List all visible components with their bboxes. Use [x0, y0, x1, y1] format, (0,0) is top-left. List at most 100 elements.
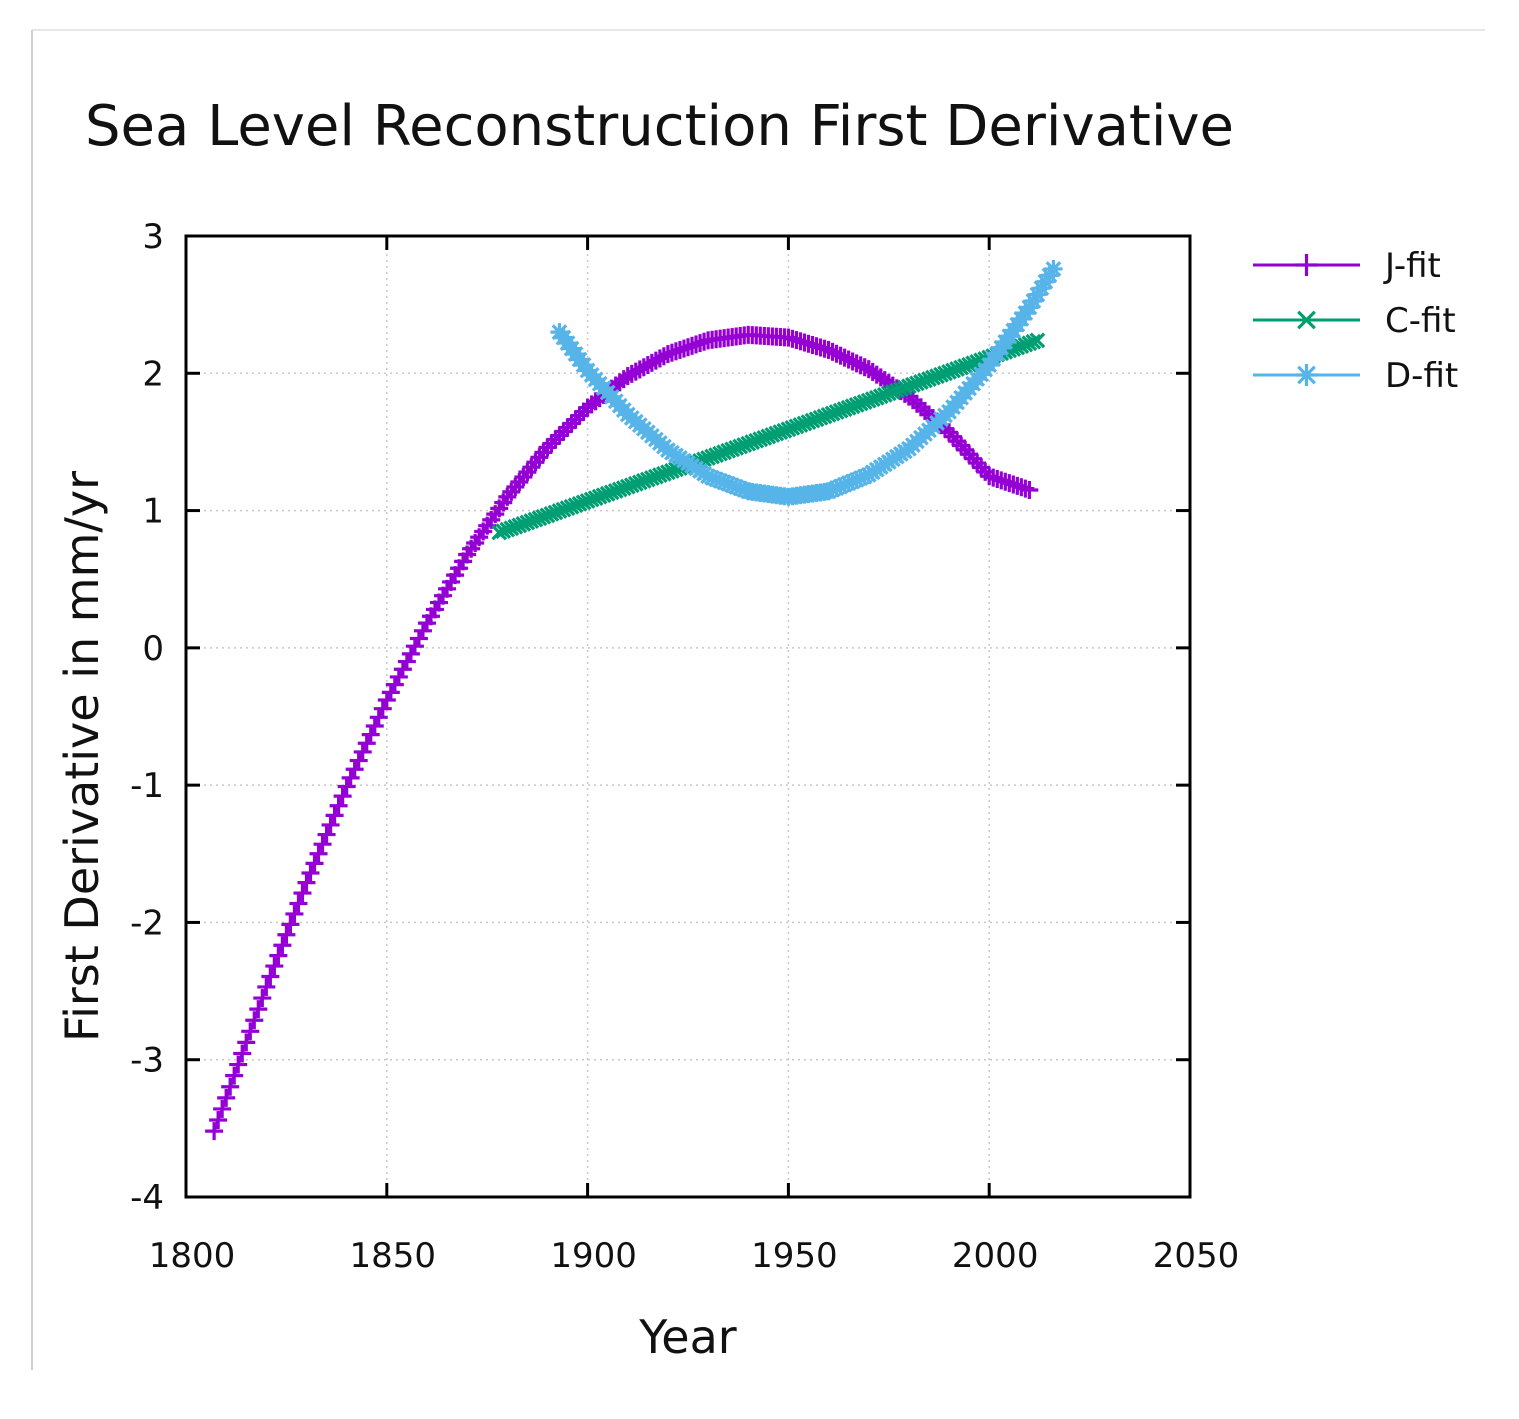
chart-title: Sea Level Reconstruction First Derivativ… — [85, 94, 1234, 159]
x-axis-label: Year — [638, 1310, 736, 1364]
y-tick-label: -3 — [130, 1041, 164, 1081]
data-point — [646, 351, 665, 370]
marker-stroke — [1029, 332, 1046, 349]
grid-layer — [186, 236, 1190, 1197]
data-point — [269, 946, 288, 965]
data-point — [1044, 259, 1063, 278]
data-point — [333, 787, 352, 806]
data-point — [329, 796, 348, 815]
data-point — [289, 894, 308, 913]
data-point — [542, 434, 561, 453]
data-point — [229, 1055, 248, 1074]
legend-label: J-fit — [1383, 246, 1441, 286]
data-point — [389, 667, 408, 686]
data-point — [823, 342, 842, 361]
data-point — [365, 716, 384, 735]
data-point — [297, 873, 316, 892]
data-point — [217, 1088, 236, 1107]
data-point — [405, 637, 424, 656]
data-point — [257, 977, 276, 996]
data-point — [397, 652, 416, 671]
data-point — [650, 349, 669, 368]
data-point — [827, 344, 846, 363]
data-point — [626, 362, 645, 381]
data-point — [550, 426, 569, 445]
y-tick-label: 1 — [142, 492, 164, 532]
data-point — [843, 352, 862, 371]
data-point — [237, 1033, 256, 1052]
data-point — [393, 660, 412, 679]
marker-stroke — [1297, 365, 1316, 385]
data-point — [349, 751, 368, 770]
data-point — [309, 844, 328, 863]
x-tick-label: 1850 — [350, 1236, 437, 1276]
y-tick-label: 3 — [142, 217, 164, 257]
legend-item-d-fit: D-fit — [1253, 356, 1458, 396]
series-d-fit — [550, 259, 1063, 506]
data-point — [313, 835, 332, 854]
data-point — [221, 1077, 240, 1096]
data-point — [401, 644, 420, 663]
data-point — [361, 725, 380, 744]
data-point — [241, 1022, 260, 1041]
data-point — [1029, 332, 1046, 349]
data-point — [638, 356, 657, 375]
legend-swatch-marker — [1297, 310, 1316, 330]
data-point — [321, 815, 340, 834]
y-tick-label: -2 — [130, 903, 164, 943]
data-point — [566, 410, 585, 429]
data-point — [562, 414, 581, 433]
data-point — [570, 406, 589, 425]
data-point — [381, 683, 400, 702]
plot-area-border — [184, 234, 1192, 1199]
data-point — [1025, 333, 1042, 350]
data-point — [622, 364, 641, 383]
data-point — [851, 356, 870, 375]
y-tick-label: 0 — [142, 629, 164, 669]
data-point — [654, 347, 673, 366]
data-point — [345, 760, 364, 779]
data-point — [377, 691, 396, 710]
x-tick-label: 1900 — [550, 1236, 637, 1276]
data-point — [960, 445, 979, 464]
legend-item-j-fit: J-fit — [1253, 246, 1441, 286]
legend-label: C-fit — [1385, 301, 1456, 341]
data-point — [940, 423, 959, 442]
marker-stroke — [1297, 310, 1316, 330]
data-point — [249, 1000, 268, 1019]
x-tick-label: 2000 — [952, 1236, 1039, 1276]
data-point — [538, 438, 557, 457]
data-point — [554, 422, 573, 441]
data-point — [265, 957, 284, 976]
data-point — [225, 1066, 244, 1085]
data-point — [369, 708, 388, 727]
data-point — [831, 346, 850, 365]
legend-swatch-marker — [1295, 254, 1318, 276]
data-point — [261, 967, 280, 986]
data-point — [944, 427, 963, 446]
data-point — [305, 854, 324, 873]
data-point — [341, 768, 360, 787]
data-point — [558, 418, 577, 437]
data-point — [972, 458, 991, 477]
data-point — [956, 440, 975, 459]
legend-swatch-marker — [1295, 364, 1318, 386]
series-j-fit — [205, 325, 1039, 1141]
data-point — [642, 353, 661, 372]
data-point — [353, 742, 372, 761]
data-point — [968, 454, 987, 473]
data-point — [245, 1011, 264, 1030]
x-tick-label: 1800 — [149, 1236, 236, 1276]
x-tick-label: 2050 — [1153, 1236, 1240, 1276]
data-point — [413, 621, 432, 640]
y-tick-label: -4 — [130, 1178, 164, 1218]
data-point — [205, 1122, 224, 1141]
data-point — [281, 915, 300, 934]
data-point — [277, 925, 296, 944]
data-point — [337, 777, 356, 796]
data-point — [634, 358, 653, 377]
data-point — [409, 629, 428, 648]
data-point — [293, 884, 312, 903]
data-point — [233, 1044, 252, 1063]
